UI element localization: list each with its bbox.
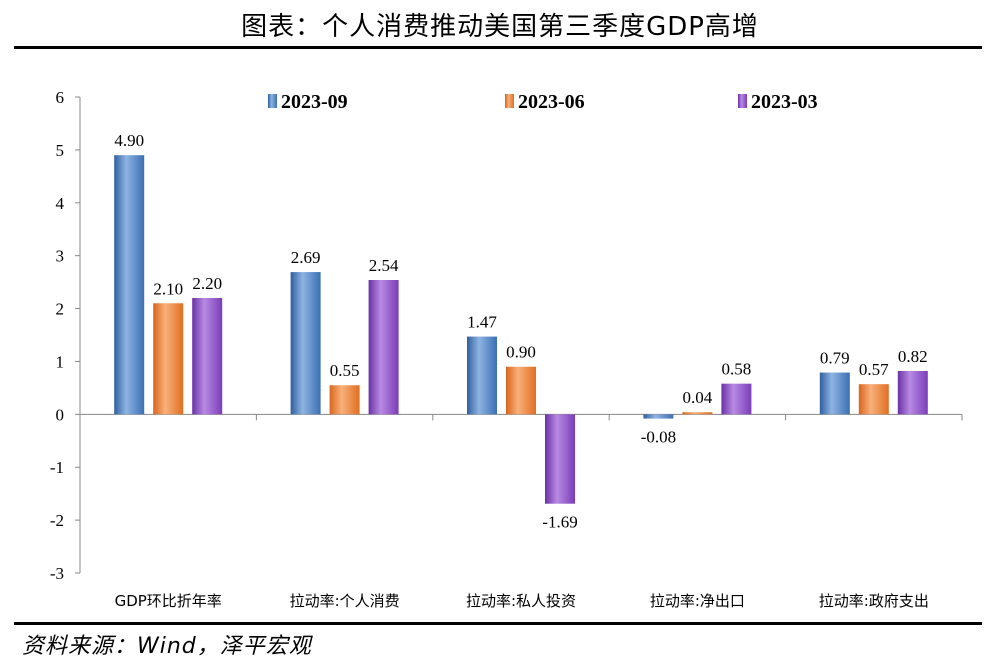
data-label: 2.20 [192,274,222,293]
y-tick-label: -3 [50,564,64,583]
bar [467,336,497,415]
y-tick-label: 6 [56,88,65,107]
bar [192,297,223,415]
bar [682,412,713,415]
data-label: 1.47 [467,313,497,332]
legend-swatch [268,94,277,108]
chart-legend: 2023-09 2023-06 2023-03 [268,91,818,113]
chart-title: 图表：个人消费推动美国第三季度GDP高增 [241,12,759,42]
bar [897,370,928,415]
data-label: 2.69 [291,248,321,267]
bar [114,155,145,415]
legend-label: 2023-09 [281,91,348,113]
source-note: 资料来源：Wind，泽平宏观 [22,634,312,659]
bar [153,303,184,415]
y-tick-label: 0 [56,405,65,424]
y-tick-label: 2 [56,300,65,319]
category-label: 拉动率:净出口 [650,592,745,610]
chart-axes: 6 5 4 3 2 1 0 -1 -2 -3 GDP环比折年率 拉动率:个人消费 拉动率:私人投资 拉动率… [50,88,963,610]
legend-swatch [738,94,747,108]
y-tick-label: -1 [50,458,64,477]
category-label: 拉动率:政府支出 [819,592,929,610]
bar [721,383,752,415]
data-label: 0.57 [859,360,889,379]
y-tick-label: 5 [56,141,65,160]
legend-label: 2023-03 [751,91,818,113]
data-label: 2.54 [369,256,399,275]
data-label: 2.10 [153,279,183,298]
data-label: 0.58 [722,360,752,379]
footer-divider [14,622,982,625]
bar [819,372,850,415]
data-label: 0.79 [820,349,850,368]
y-tick-label: 4 [56,194,65,213]
bar [329,385,360,415]
category-label: GDP环比折年率 [115,592,222,610]
y-tick-label: 1 [56,352,65,371]
bar [858,384,889,415]
category-label: 拉动率:个人消费 [290,592,400,610]
y-tick-label: -2 [50,511,64,530]
chart-bars: 4.90 2.69 1.47 -0.08 0.79 2.10 0.55 0.90 0.04 0.5… [114,131,928,532]
bar [368,279,399,415]
bar [506,366,536,415]
legend-label: 2023-06 [518,91,585,113]
bar [643,414,674,419]
data-label: -1.69 [542,513,577,532]
bar [290,272,321,415]
category-label: 拉动率:私人投资 [466,592,576,610]
data-label: 0.55 [330,361,360,380]
y-tick-label: 3 [56,247,65,266]
data-label: -0.08 [641,428,676,447]
title-divider [14,46,982,49]
legend-swatch [505,94,514,108]
data-label: 0.82 [898,347,928,366]
data-label: 0.04 [683,388,713,407]
data-label: 4.90 [114,131,144,150]
bar [545,414,575,504]
data-label: 0.90 [506,343,536,362]
